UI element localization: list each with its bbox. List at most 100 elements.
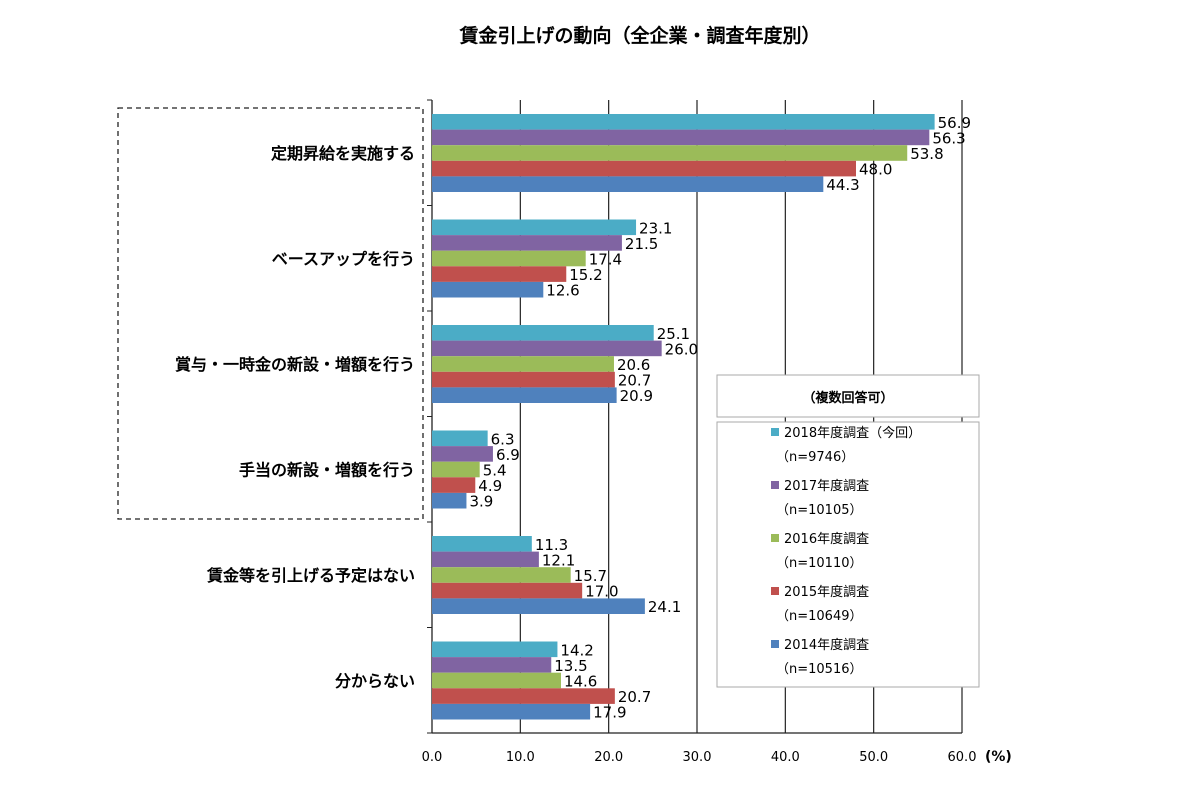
legend-sample-size: （n=10649）	[776, 609, 863, 624]
bar	[432, 430, 488, 447]
data-label: 17.0	[585, 583, 618, 601]
bar	[432, 219, 637, 236]
bar	[432, 551, 539, 568]
data-label: 26.0	[665, 340, 698, 358]
x-tick-label: 50.0	[859, 750, 888, 765]
bar	[432, 114, 935, 130]
data-label: 13.5	[554, 657, 587, 675]
x-tick-label: 30.0	[683, 750, 712, 765]
bar	[432, 356, 614, 372]
data-label: 15.7	[574, 567, 607, 585]
legend: （複数回答可） 2018年度調査（今回） （n=9746） 2017年度調査 （n=1…	[716, 374, 980, 688]
bar	[432, 250, 586, 267]
data-label: 12.6	[546, 282, 579, 300]
data-label: 14.6	[564, 673, 597, 691]
legend-sample-size: （n=10105）	[776, 503, 863, 518]
bar	[432, 371, 615, 388]
data-label: 20.7	[618, 372, 651, 390]
legend-swatch	[771, 481, 779, 489]
bar	[432, 340, 662, 357]
category-label: 賞与・一時金の新設・増額を行う	[175, 355, 415, 374]
data-label: 21.5	[625, 235, 658, 253]
data-label: 12.1	[542, 551, 575, 569]
bar	[432, 477, 476, 493]
legend-series-name: 2017年度調査	[784, 478, 869, 494]
data-label: 11.3	[535, 536, 568, 554]
category-group-box	[117, 107, 424, 520]
data-label: 14.2	[560, 641, 593, 659]
legend-swatch	[771, 534, 779, 542]
legend-series-name: 2015年度調査	[784, 584, 869, 600]
data-label: 6.3	[491, 430, 515, 448]
data-label: 48.0	[859, 161, 892, 179]
bar	[432, 598, 645, 614]
legend-series-name: 2016年度調査	[784, 531, 869, 547]
category-labels: 定期昇給を実施するベースアップを行う賞与・一時金の新設・増額を行う手当の新設・増…	[175, 144, 415, 691]
chart-title: 賃金引上げの動向（全企業・調査年度別）	[458, 24, 820, 47]
data-label: 5.4	[483, 462, 507, 480]
x-tick-label: 10.0	[506, 750, 535, 765]
legend-swatch	[771, 587, 779, 595]
bar	[432, 567, 571, 583]
bar	[432, 703, 591, 720]
x-tick-label: 0.0	[422, 750, 443, 765]
category-label: ベースアップを行う	[272, 249, 415, 268]
bar	[432, 266, 567, 282]
data-label: 3.9	[469, 493, 493, 511]
data-label: 24.1	[648, 598, 681, 616]
bar	[432, 446, 493, 462]
data-label: 6.9	[496, 446, 520, 464]
bar	[432, 160, 856, 177]
data-label: 25.1	[657, 325, 690, 343]
category-label: 手当の新設・増額を行う	[239, 460, 415, 479]
legend-sample-size: （n=10516）	[776, 662, 863, 677]
bar	[432, 536, 532, 552]
legend-note-box	[716, 374, 980, 418]
legend-sample-size: （n=10110）	[776, 556, 863, 571]
data-label: 17.9	[593, 704, 626, 722]
category-label: 定期昇給を実施する	[270, 144, 415, 163]
data-label: 20.7	[618, 688, 651, 706]
data-label: 17.4	[589, 251, 622, 269]
bar	[432, 145, 908, 161]
data-label: 44.3	[826, 176, 859, 194]
bar	[432, 129, 930, 146]
bar	[432, 461, 480, 478]
bar	[432, 688, 615, 704]
bar	[432, 235, 622, 251]
legend-swatch	[771, 640, 779, 648]
data-label: 23.1	[639, 219, 672, 237]
bar	[432, 672, 561, 689]
category-label: 分からない	[335, 671, 415, 690]
x-tick-label: 20.0	[594, 750, 623, 765]
bar	[432, 582, 583, 599]
bar	[432, 325, 654, 341]
x-axis-ticks: 0.0 10.0 20.0 30.0 40.0 50.0 60.0	[422, 750, 977, 765]
bar	[432, 657, 552, 673]
legend-note: （複数回答可）	[802, 390, 893, 406]
data-label: 56.9	[938, 114, 971, 132]
data-label: 53.8	[910, 145, 943, 163]
legend-items: 2018年度調査（今回） （n=9746） 2017年度調査 （n=10105） 201…	[771, 425, 921, 677]
legend-series-name: 2014年度調査	[784, 637, 869, 653]
bar	[432, 492, 467, 509]
bar	[432, 176, 824, 192]
bar	[432, 281, 544, 298]
data-label: 20.9	[620, 387, 653, 405]
legend-sample-size: （n=9746）	[776, 450, 854, 465]
legend-swatch	[771, 428, 779, 436]
data-label: 15.2	[569, 266, 602, 284]
bar	[432, 387, 617, 403]
x-axis-unit: (%)	[985, 749, 1012, 765]
legend-box	[716, 421, 980, 688]
x-tick-label: 40.0	[771, 750, 800, 765]
data-label: 4.9	[478, 477, 502, 495]
category-label: 賃金等を引上げる予定はない	[206, 566, 415, 585]
bar	[432, 641, 558, 658]
legend-series-name: 2018年度調査（今回）	[784, 425, 921, 441]
bars: 56.9 23.1 25.1 6.3 11.3 14.2 56.3 21.5 26.0 6.9 12…	[432, 114, 971, 722]
data-label: 20.6	[617, 356, 650, 374]
x-tick-label: 60.0	[948, 750, 977, 765]
data-label: 56.3	[932, 129, 965, 147]
